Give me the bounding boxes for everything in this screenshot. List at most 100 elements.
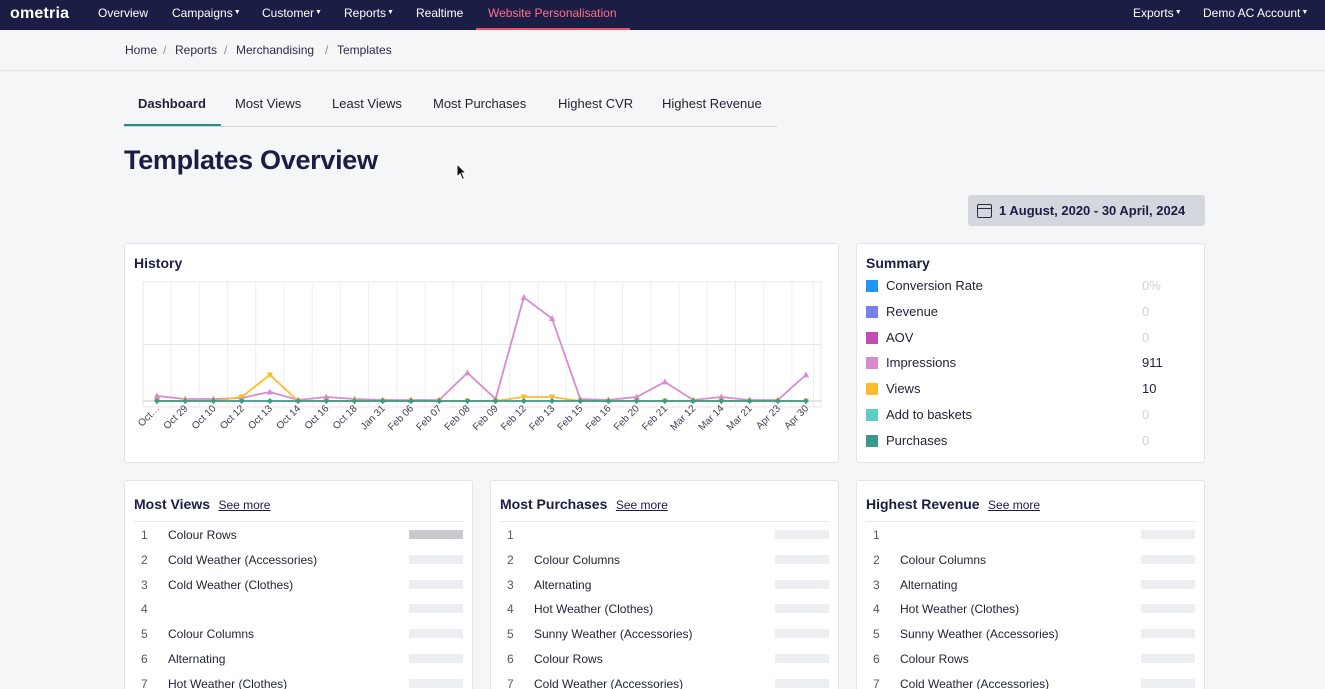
nav-campaigns[interactable]: Campaigns▼ (172, 0, 241, 30)
list-item-bar (409, 604, 463, 614)
nav-reports[interactable]: Reports▼ (344, 0, 394, 30)
list-item[interactable]: 5 Colour Columns (134, 621, 463, 645)
tab-most-purchases[interactable]: Most Purchases (433, 96, 527, 111)
list-item[interactable]: 1 Colour Rows (134, 522, 463, 546)
list-item[interactable]: 3 Alternating (500, 572, 829, 596)
list-item[interactable]: 2 Colour Columns (866, 547, 1195, 571)
data-point-purchases (295, 398, 302, 404)
list-item-name: Alternating (534, 577, 592, 592)
data-point-purchases (661, 398, 668, 404)
data-point-purchases (549, 398, 556, 404)
tab-dashboard[interactable]: Dashboard (138, 96, 206, 111)
list-rank: 7 (141, 676, 148, 689)
list-item[interactable]: 2 Colour Columns (500, 547, 829, 571)
nav-realtime[interactable]: Realtime (416, 0, 463, 30)
most-views-card: Most Views See more 1 Colour Rows 2 Cold We… (124, 480, 473, 689)
x-tick-label: Mar 14 (697, 403, 727, 433)
list-item-name: Hot Weather (Clothes) (534, 602, 654, 617)
list-item[interactable]: 5 Sunny Weather (Accessories) (500, 621, 829, 645)
list-item-name: Colour Columns (534, 552, 621, 567)
nav-reports-label: Reports (344, 6, 387, 20)
list-rank: 2 (507, 552, 514, 567)
list-rank: 3 (507, 577, 514, 592)
list-item[interactable]: 4 (134, 596, 463, 620)
legend-swatch (866, 383, 878, 396)
list-item[interactable]: 1 (500, 522, 829, 546)
list-item-name: Cold Weather (Accessories) (534, 676, 684, 689)
most-views-header: Most Views See more (134, 496, 270, 514)
summary-row: AOV 0 (866, 329, 1186, 349)
data-point-impressions (633, 393, 640, 400)
most-views-see-more-link[interactable]: See more (218, 498, 271, 512)
data-point-purchases (803, 398, 809, 404)
breadcrumb-reports[interactable]: Reports (175, 43, 218, 57)
history-chart[interactable]: Oct… Oct 29 Oct 10 Oct 12 Oct 13 Oct 14 Oct 16… (125, 262, 838, 462)
list-item[interactable]: 7 Cold Weather (Accessories) (866, 671, 1195, 689)
list-item[interactable]: 2 Cold Weather (Accessories) (134, 547, 463, 571)
nav-account-menu[interactable]: Demo AC Account▼ (1203, 0, 1308, 30)
summary-value: 0 (1142, 407, 1150, 422)
list-item[interactable]: 5 Sunny Weather (Accessories) (866, 621, 1195, 645)
x-tick-label: Feb 15 (556, 403, 586, 433)
nav-customer-label: Customer (262, 6, 315, 20)
list-item-name: Sunny Weather (Accessories) (900, 627, 1059, 642)
most-purchases-see-more-link[interactable]: See more (615, 498, 668, 512)
breadcrumb-merchandising[interactable]: Merchandising (236, 43, 315, 57)
list-item-bar (775, 678, 829, 688)
top-nav: ometria Overview Campaigns▼ Customer▼ Re… (0, 0, 1325, 30)
nav-campaigns-label: Campaigns (172, 6, 233, 20)
tab-most-views[interactable]: Most Views (235, 96, 302, 111)
nav-website-personalisation[interactable]: Website Personalisation (476, 0, 630, 30)
list-item-name: Colour Rows (534, 652, 603, 666)
summary-card: Summary Conversion Rate 0% Revenue 0 AOV 0 Imp… (856, 243, 1205, 463)
list-item[interactable]: 3 Cold Weather (Clothes) (134, 572, 463, 596)
highest-revenue-see-more-link[interactable]: See more (988, 498, 1041, 512)
history-card: History Oct… Oct 29 Oct 10 Oct 12 Oct 13 Oct … (124, 243, 839, 463)
data-point-purchases (210, 398, 217, 404)
nav-overview[interactable]: Overview (98, 0, 148, 30)
list-rank: 6 (507, 652, 514, 666)
summary-label: AOV (886, 329, 914, 345)
list-item[interactable]: 4 Hot Weather (Clothes) (866, 596, 1195, 620)
data-point-views (238, 394, 245, 401)
list-item[interactable]: 1 (866, 522, 1195, 546)
data-point-purchases (464, 398, 471, 404)
date-range-picker[interactable]: 1 August, 2020 - 30 April, 2024 (968, 195, 1205, 226)
ometria-logo[interactable]: ometria (10, 5, 70, 22)
highest-revenue-header: Highest Revenue See more (866, 496, 1040, 514)
nav-website-personalisation-label: Website Personalisation (488, 6, 617, 20)
list-item-name: Cold Weather (Accessories) (168, 552, 318, 567)
list-rank: 4 (507, 602, 514, 617)
list-item-name: Colour Rows (168, 528, 237, 542)
data-point-impressions (323, 393, 330, 400)
data-point-views (520, 394, 528, 401)
summary-value: 0 (1142, 329, 1150, 345)
data-point-impressions (718, 393, 725, 400)
list-item[interactable]: 7 Hot Weather (Clothes) (134, 671, 463, 689)
tab-highest-revenue[interactable]: Highest Revenue (662, 96, 762, 111)
tab-highest-cvr[interactable]: Highest CVR (558, 96, 634, 111)
list-item[interactable]: 6 Alternating (134, 646, 463, 670)
list-item-name: Colour Rows (900, 652, 969, 666)
list-rank: 1 (141, 528, 148, 542)
data-point-purchases (266, 398, 273, 404)
x-tick-label: Feb 16 (584, 403, 614, 433)
list-item[interactable]: 6 Colour Rows (500, 646, 829, 670)
breadcrumb-home[interactable]: Home (125, 43, 158, 57)
list-item[interactable]: 7 Cold Weather (Accessories) (500, 671, 829, 689)
history-title: History (134, 255, 183, 271)
list-item-name: Hot Weather (Clothes) (168, 676, 288, 689)
list-rank: 5 (507, 627, 514, 642)
data-point-purchases (774, 398, 781, 404)
list-item[interactable]: 3 Alternating (866, 572, 1195, 596)
summary-label: Add to baskets (886, 407, 972, 422)
tab-least-views[interactable]: Least Views (332, 96, 402, 111)
nav-realtime-label: Realtime (416, 6, 464, 20)
list-item[interactable]: 6 Colour Rows (866, 646, 1195, 670)
nav-customer[interactable]: Customer▼ (262, 0, 322, 30)
legend-swatch (866, 305, 878, 318)
list-item[interactable]: 4 Hot Weather (Clothes) (500, 596, 829, 620)
nav-exports[interactable]: Exports▼ (1133, 0, 1182, 30)
list-rank: 5 (141, 627, 148, 642)
list-item-bar (1141, 530, 1195, 539)
